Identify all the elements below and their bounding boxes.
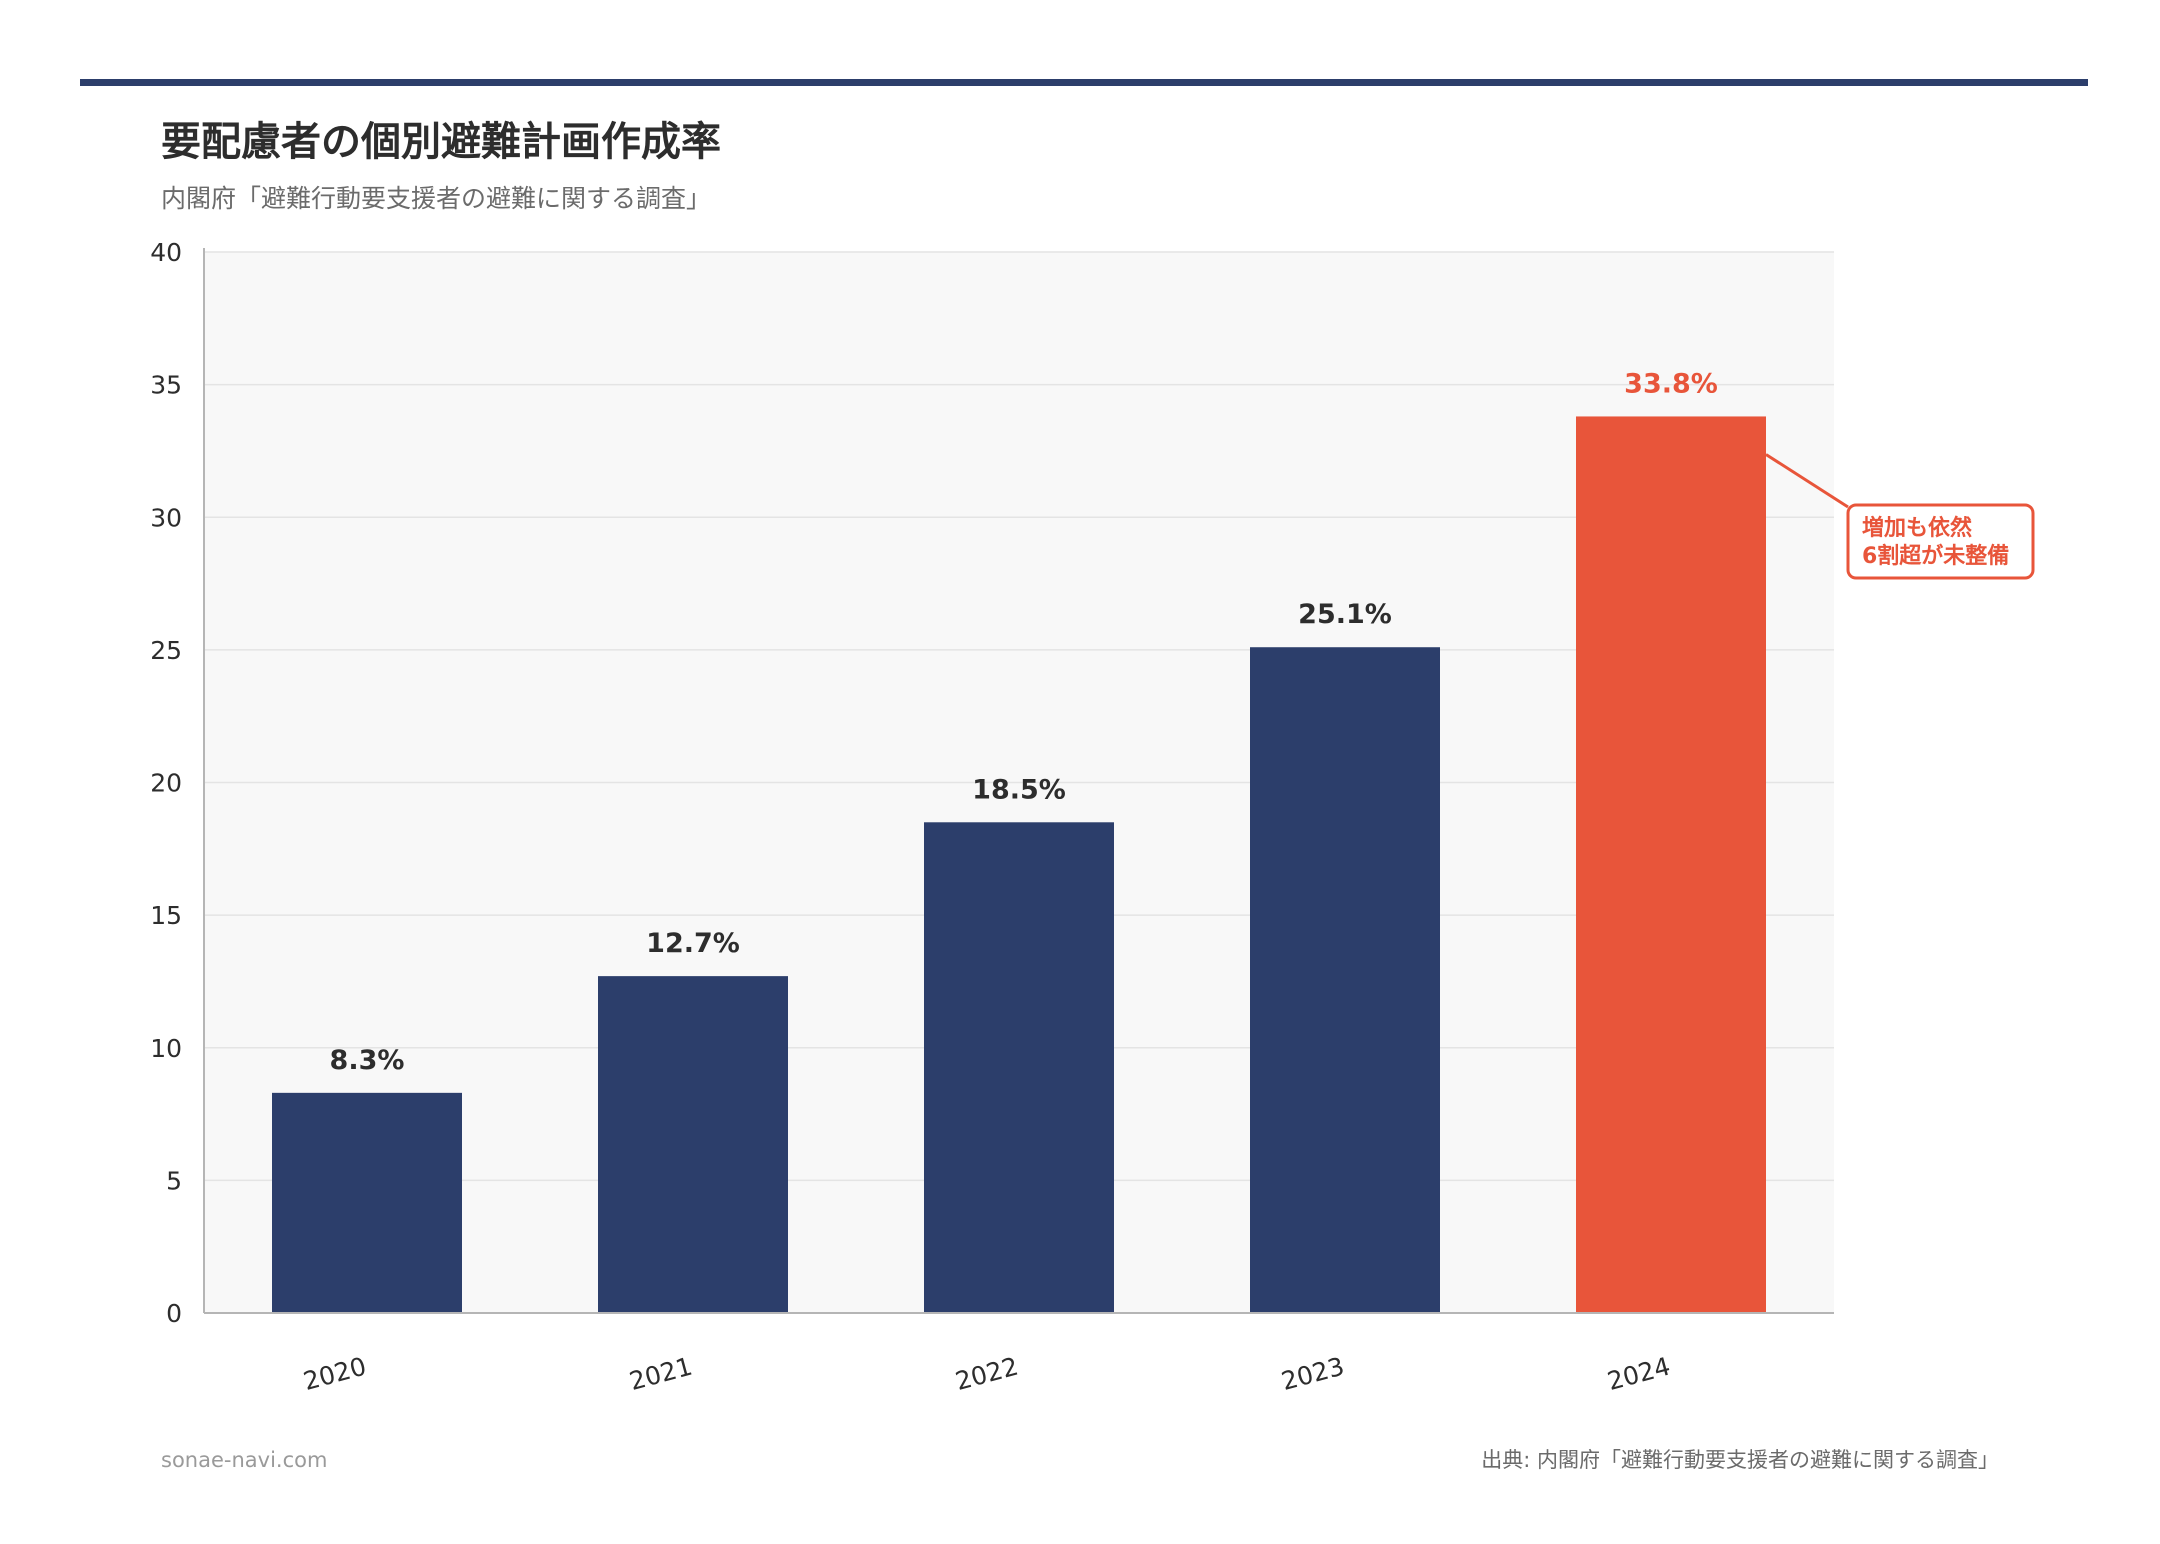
bar-value-label: 8.3%: [330, 1045, 405, 1076]
y-axis-ticks: 0 5 10 15 20 25 30 35 40: [150, 238, 182, 1328]
bar-value-labels: 8.3% 12.7% 18.5% 25.1% 33.8%: [330, 368, 1718, 1075]
y-tick-label: 30: [150, 503, 182, 532]
callout-leader-line: [1765, 453, 1849, 509]
bar-value-label: 18.5%: [972, 774, 1066, 805]
y-tick-label: 25: [150, 636, 182, 665]
y-tick-label: 15: [150, 901, 182, 930]
chart-subtitle: 内閣府「避難行動要支援者の避難に関する調査」: [161, 184, 711, 213]
bar-value-label: 12.7%: [646, 928, 740, 959]
bar-2020: [272, 1092, 462, 1313]
y-tick-label: 5: [166, 1166, 182, 1195]
y-tick-label: 35: [150, 371, 182, 400]
y-tick-label: 10: [150, 1034, 182, 1063]
bar-2022: [924, 822, 1114, 1313]
site-name: sonae-navi.com: [161, 1448, 327, 1472]
y-tick-label: 20: [150, 769, 182, 798]
chart-title: 要配慮者の個別避難計画作成率: [161, 119, 721, 165]
callout-box: [1846, 503, 2035, 580]
bar-2021: [598, 976, 788, 1313]
bar-value-label: 33.8%: [1624, 368, 1718, 399]
bar-2023: [1250, 647, 1440, 1313]
bar-2024: [1576, 416, 1766, 1314]
y-tick-label: 0: [166, 1299, 182, 1328]
source-note: 出典: 内閣府「避難行動要支援者の避難に関する調査」: [1481, 1448, 1999, 1472]
header-rule: [80, 79, 2088, 86]
plot-area: 0 5 10 15 20 25 30 35 40 8.3% 12.7% 18.5% 25.1% 33.8…: [150, 238, 2035, 1396]
callout-text: 増加も依然: [1862, 515, 1972, 541]
bars: [272, 416, 1766, 1314]
y-tick-label: 40: [150, 238, 182, 267]
bar-value-label: 25.1%: [1298, 599, 1392, 630]
callout-text: 6割超が未整備: [1862, 543, 2009, 569]
